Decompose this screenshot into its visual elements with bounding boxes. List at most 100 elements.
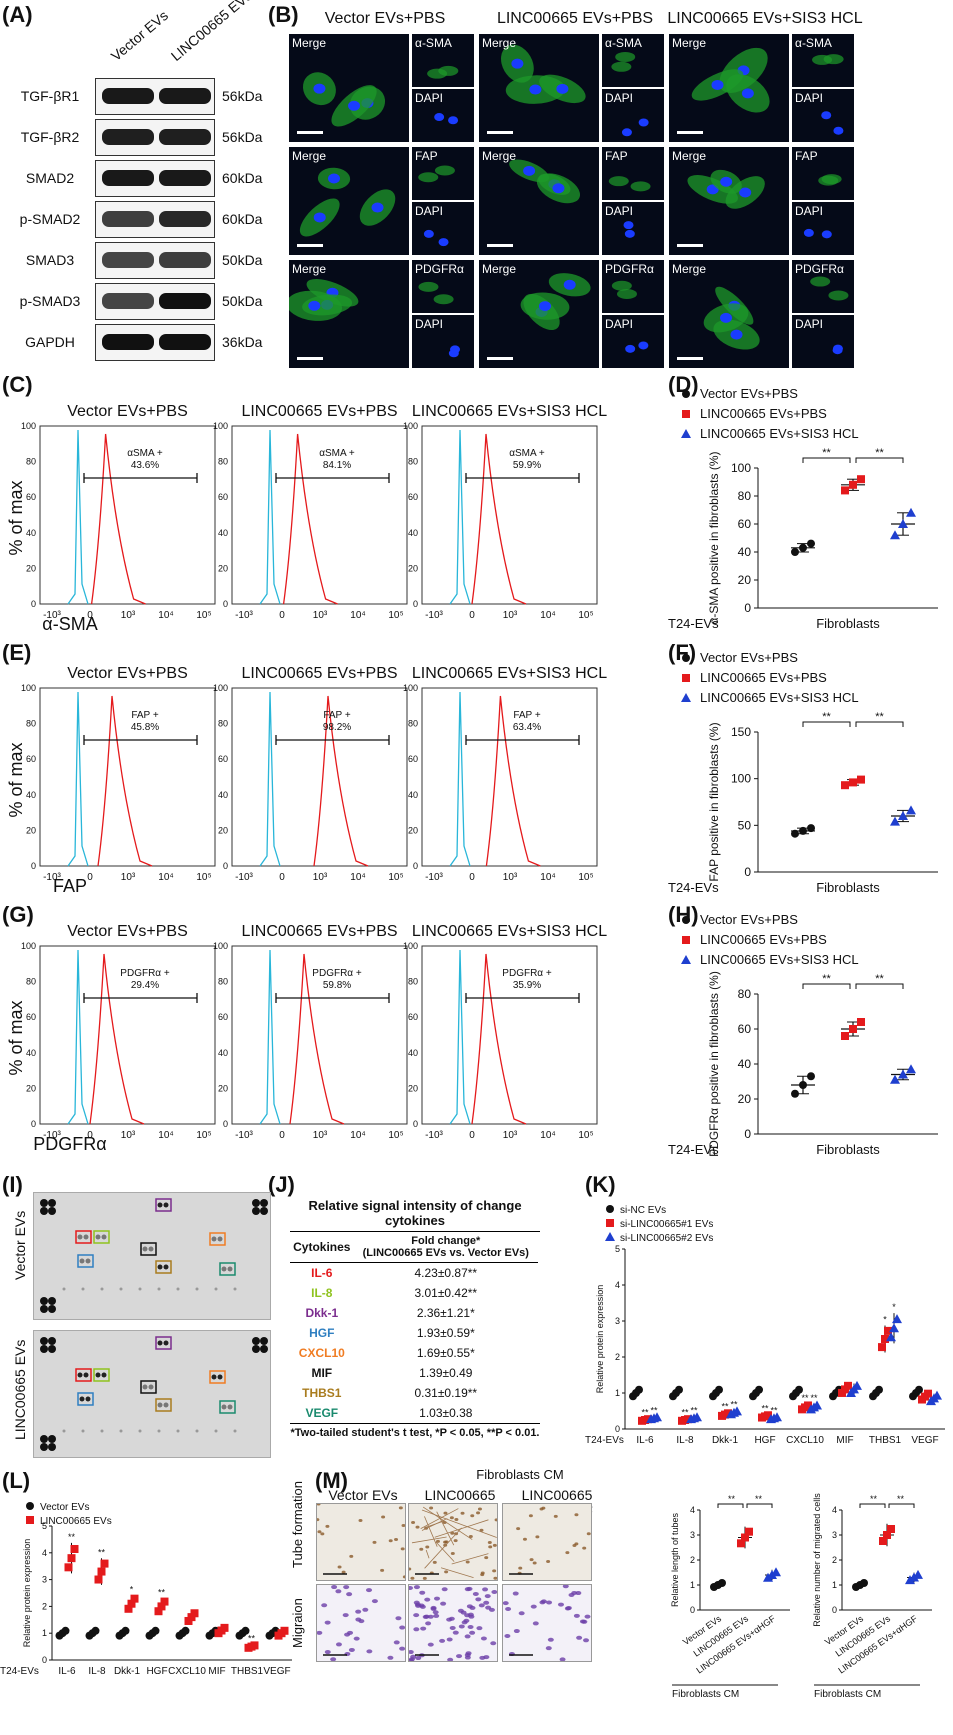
- dot-plot-svg: Vector EVs+PBSLINC00665 EVs+PBSLINC00665…: [668, 386, 953, 646]
- y-tick-label: 0: [615, 1424, 620, 1434]
- flow-y-tick: 100: [213, 683, 228, 693]
- cell-spot: [548, 1638, 554, 1642]
- cell-spot: [354, 1637, 360, 1641]
- cytokine-spot: [164, 1203, 169, 1208]
- cell-spot: [401, 1547, 405, 1550]
- cell-nucleus: [731, 330, 743, 340]
- data-point: [799, 827, 807, 835]
- cell-spot: [533, 1621, 539, 1625]
- cell-spot: [442, 1587, 448, 1591]
- flow-group-title: LINC00665 EVs+PBS: [241, 403, 397, 420]
- flow-y-tick: 20: [218, 563, 228, 573]
- cell-spot: [492, 1569, 496, 1572]
- cell-spot: [335, 1589, 341, 1593]
- significance-label: **: [761, 1404, 769, 1414]
- axis: [758, 732, 938, 872]
- blot-strip: [95, 78, 215, 115]
- tube-image: [502, 1503, 592, 1581]
- flow-y-tick: 0: [31, 1119, 36, 1129]
- faint-spot: [177, 1430, 180, 1433]
- cell-spot: [461, 1512, 465, 1515]
- faint-spot: [139, 1288, 142, 1291]
- data-point: [606, 1205, 614, 1213]
- flow-y-tick: 40: [218, 1048, 228, 1058]
- significance-label: *: [130, 1584, 134, 1594]
- legend-entry: si-NC EVs: [620, 1205, 666, 1216]
- category-label: THBS1: [231, 1666, 264, 1677]
- flow-y-tick: 20: [408, 825, 418, 835]
- flow-y-tick: 100: [21, 941, 36, 951]
- marker-label: PDGFRα: [795, 262, 844, 276]
- control-histogram: [450, 692, 470, 866]
- cell-spot: [423, 1577, 427, 1580]
- data-point: [95, 1576, 103, 1584]
- fold-change: 1.69±0.55*: [354, 1343, 538, 1363]
- data-point: [875, 1386, 883, 1394]
- dapi-label: DAPI: [415, 91, 443, 105]
- marker-image: α-SMA: [412, 34, 474, 87]
- flow-y-tick: 80: [26, 457, 36, 467]
- y-tick-label: 5: [615, 1244, 620, 1254]
- data-point: [890, 817, 900, 826]
- dapi-label: DAPI: [795, 317, 823, 331]
- data-point: [860, 1579, 868, 1587]
- flow-group-title: Vector EVs+PBS: [67, 665, 188, 682]
- cytokine-spot: [78, 1373, 83, 1378]
- dapi-image: DAPI: [602, 89, 664, 142]
- data-point: [281, 1627, 289, 1635]
- cell-nucleus: [328, 174, 340, 184]
- merge-label: Merge: [672, 262, 706, 276]
- cell-spot: [491, 1590, 497, 1594]
- tube-image: [408, 1503, 498, 1581]
- cell-spot: [565, 1607, 571, 1611]
- data-point: [161, 1598, 169, 1606]
- flow-y-tick: 0: [223, 599, 228, 609]
- gate-percent: 29.4%: [131, 980, 159, 991]
- data-point: [65, 1563, 73, 1571]
- data-point: [605, 1232, 615, 1241]
- faint-spot: [139, 1430, 142, 1433]
- significance-bracket: [747, 1504, 772, 1508]
- faint-spot: [158, 1288, 161, 1291]
- dapi-image: DAPI: [602, 315, 664, 368]
- reference-spot: [260, 1345, 268, 1353]
- reference-spot: [48, 1305, 56, 1313]
- x-row-label: T24-EVs: [668, 880, 719, 895]
- y-tick-label: 0: [744, 1127, 751, 1141]
- cell-spot: [439, 1639, 445, 1643]
- blot-band: [159, 129, 211, 145]
- flow-y-tick: 60: [218, 1012, 228, 1022]
- cell-spot: [530, 1558, 534, 1561]
- m-col-vector: Vector EVs: [318, 1487, 408, 1503]
- flow-x-tick: 10⁵: [196, 872, 211, 883]
- tube-network: [425, 1528, 462, 1568]
- cell-spot: [470, 1514, 474, 1517]
- flow-svg: % of maxVector EVs+PBS020406080100-10³ 0 1…: [0, 918, 660, 1153]
- flow-marker-label: FAP: [53, 876, 87, 895]
- cell-spot: [583, 1638, 589, 1642]
- cell-spot: [317, 1530, 321, 1533]
- flow-group-title: LINC00665 EVs+PBS: [241, 665, 397, 682]
- reference-spot: [48, 1345, 56, 1353]
- flow-y-axis-label: % of max: [6, 742, 26, 817]
- y-tick-label: 20: [738, 1092, 752, 1106]
- cell-spot: [469, 1631, 475, 1635]
- cell-spot: [336, 1642, 342, 1646]
- gate-name: FAP +: [131, 710, 158, 721]
- merge-label: Merge: [482, 149, 516, 163]
- legend-entry: LINC00665 EVs+SIS3 HCL: [700, 426, 859, 441]
- data-point: [681, 429, 691, 438]
- y-tick-label: 40: [738, 545, 752, 559]
- table-footnote: *Two-tailed student's t test, *P < 0.05,…: [290, 1423, 540, 1439]
- gate-percent: 84.1%: [323, 460, 351, 471]
- flow-y-tick: 20: [218, 1083, 228, 1093]
- cell-spot: [420, 1627, 426, 1631]
- cytokine-spot: [86, 1397, 91, 1402]
- legend-entry: LINC00665 EVs+PBS: [700, 406, 827, 421]
- data-point: [791, 1090, 799, 1098]
- y-tick-label: 4: [615, 1280, 620, 1290]
- flow-x-tick: 0: [469, 610, 475, 621]
- legend-entry: LINC00665 EVs+SIS3 HCL: [700, 690, 859, 705]
- significance-label: **: [68, 1532, 76, 1542]
- flow-y-tick: 80: [408, 977, 418, 987]
